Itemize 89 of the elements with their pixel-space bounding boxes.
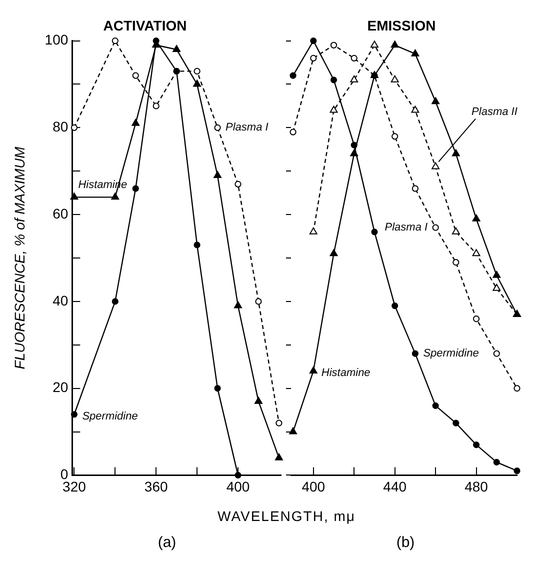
point bbox=[214, 124, 221, 131]
point bbox=[452, 149, 460, 156]
y-axis-title: FLUORESCENCE, % of MAXIMUM bbox=[11, 146, 28, 370]
x-tick-label: 440 bbox=[383, 478, 407, 494]
point bbox=[309, 366, 318, 374]
point bbox=[493, 350, 500, 357]
point bbox=[411, 49, 420, 56]
point bbox=[493, 458, 500, 466]
point bbox=[194, 242, 200, 248]
point bbox=[132, 72, 139, 79]
point bbox=[132, 118, 140, 126]
y-tick-label: 40 bbox=[52, 292, 68, 308]
point bbox=[309, 227, 318, 234]
y-tick-label: 20 bbox=[52, 379, 68, 396]
point bbox=[350, 142, 358, 148]
point bbox=[411, 106, 420, 113]
point bbox=[152, 102, 160, 110]
point bbox=[310, 38, 317, 44]
x-tick-label: 400 bbox=[226, 478, 250, 494]
point bbox=[492, 270, 501, 278]
point bbox=[290, 72, 296, 79]
x-axis-title: WAVELENGTH, mμ bbox=[216, 508, 356, 524]
series-label: Histamine bbox=[321, 367, 370, 380]
point bbox=[432, 97, 440, 104]
point bbox=[492, 284, 501, 291]
point bbox=[70, 192, 78, 200]
y-tick-label: 100 bbox=[44, 32, 68, 48]
point bbox=[214, 170, 222, 178]
series-label: Spermidine bbox=[82, 410, 138, 422]
point bbox=[330, 106, 338, 113]
point bbox=[514, 468, 520, 474]
point bbox=[111, 192, 120, 200]
point bbox=[514, 385, 520, 392]
y-tick-label: 80 bbox=[52, 118, 68, 135]
point bbox=[290, 128, 296, 136]
point bbox=[472, 316, 480, 322]
point bbox=[432, 402, 439, 409]
point bbox=[350, 54, 358, 62]
point bbox=[350, 75, 358, 82]
x-tick-label: 360 bbox=[144, 478, 168, 494]
point bbox=[390, 40, 399, 48]
text: Plasma II bbox=[472, 106, 518, 118]
y-tick-label: 60 bbox=[52, 205, 68, 222]
point bbox=[432, 224, 439, 231]
point bbox=[472, 249, 480, 256]
point bbox=[112, 38, 118, 44]
point bbox=[276, 420, 282, 426]
point bbox=[112, 298, 118, 305]
point bbox=[132, 185, 139, 192]
point bbox=[371, 228, 378, 236]
point bbox=[472, 441, 480, 448]
chart-title: EMISSION bbox=[367, 17, 436, 34]
point bbox=[193, 80, 202, 87]
text: (b) bbox=[396, 534, 415, 551]
x-tick-label: 400 bbox=[302, 478, 326, 494]
point bbox=[70, 124, 78, 131]
point bbox=[172, 44, 181, 52]
point bbox=[255, 298, 262, 305]
point bbox=[432, 162, 440, 170]
point bbox=[274, 453, 283, 460]
point bbox=[254, 396, 262, 404]
point bbox=[194, 68, 200, 75]
point bbox=[234, 301, 242, 308]
point bbox=[412, 185, 418, 192]
point bbox=[234, 180, 242, 188]
point bbox=[152, 38, 160, 44]
x-tick-label: 480 bbox=[464, 478, 488, 494]
point bbox=[214, 385, 221, 392]
point bbox=[452, 420, 460, 426]
point bbox=[70, 411, 78, 418]
point bbox=[330, 76, 338, 84]
point bbox=[390, 75, 399, 82]
point bbox=[392, 302, 398, 310]
point bbox=[452, 227, 460, 234]
series-label: Plasma I bbox=[226, 122, 268, 134]
chart-title: ACTIVATION bbox=[103, 17, 187, 34]
series-label: Plasma I bbox=[384, 222, 428, 234]
text: (a) bbox=[158, 534, 176, 551]
point bbox=[330, 42, 338, 48]
point bbox=[234, 472, 242, 478]
point bbox=[412, 350, 418, 357]
point bbox=[310, 54, 317, 62]
series-label: Spermidine bbox=[423, 348, 479, 360]
point bbox=[289, 427, 297, 434]
point bbox=[452, 259, 460, 266]
point bbox=[330, 249, 338, 256]
point bbox=[472, 214, 480, 222]
point bbox=[370, 40, 378, 48]
point bbox=[392, 133, 398, 140]
